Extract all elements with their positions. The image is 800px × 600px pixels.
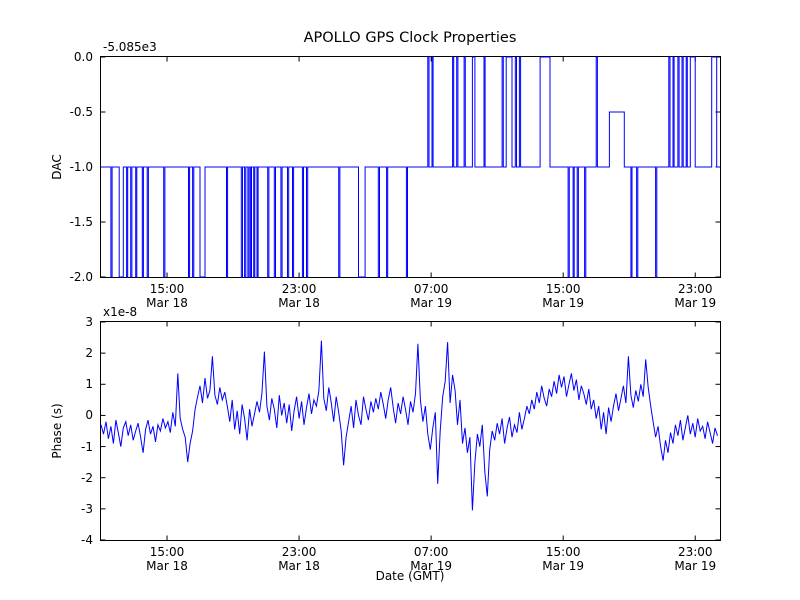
y-tick-label: -3 (81, 501, 93, 516)
y-tick-label: 2 (85, 346, 93, 361)
x-axis-label: Date (GMT) (375, 569, 445, 583)
x-tick-label: 15:00 Mar 19 (542, 282, 585, 310)
x-tick-label: 23:00 Mar 18 (278, 282, 320, 310)
x-tick-label: 15:00 Mar 19 (542, 545, 585, 573)
y-tick-label: 0 (85, 408, 93, 423)
y-tick-label: -2.0 (69, 270, 93, 284)
dac-step-series (101, 56, 720, 278)
dac-y-axis-label: DAC (50, 154, 64, 180)
x-tick-label: 15:00 Mar 18 (146, 545, 188, 573)
dac-offset-text: -5.085e3 (103, 40, 157, 54)
x-tick-label: 15:00 Mar 18 (146, 282, 188, 310)
phase-axes: x1e-8 15:00 Mar 18 23:00 Mar 18 07:00 Mar 19 1… (81, 305, 721, 573)
phase-y-axis-label: Phase (s) (50, 403, 64, 459)
phase-multiplier-text: x1e-8 (103, 305, 138, 319)
phase-plot-canvas (100, 321, 720, 541)
x-tick-label: 07:00 Mar 19 (410, 545, 452, 573)
plot-title: APOLLO GPS Clock Properties (303, 30, 517, 46)
x-tick-label: 23:00 Mar 18 (278, 545, 320, 573)
x-tick-label: 23:00 Mar 19 (674, 545, 717, 573)
y-tick-label: -0.5 (69, 105, 93, 119)
y-tick-label: -2 (81, 470, 93, 485)
x-tick-label: 23:00 Mar 19 (674, 282, 717, 310)
phase-noise-series (100, 340, 718, 511)
y-tick-label: 0.0 (73, 50, 93, 64)
y-tick-label: 3 (85, 315, 93, 329)
y-tick-label: -1.5 (69, 215, 93, 229)
y-tick-label: 1 (85, 377, 93, 392)
dac-plot-canvas (101, 56, 720, 278)
y-tick-label: -1 (81, 439, 93, 454)
dac-axes: -5.085e3 15:00 Mar 18 23:00 Mar 18 07:00 Mar … (70, 40, 721, 310)
y-tick-label: -1.0 (69, 160, 93, 174)
x-tick-label: 07:00 Mar 19 (410, 282, 452, 310)
y-tick-label: -4 (81, 533, 93, 547)
